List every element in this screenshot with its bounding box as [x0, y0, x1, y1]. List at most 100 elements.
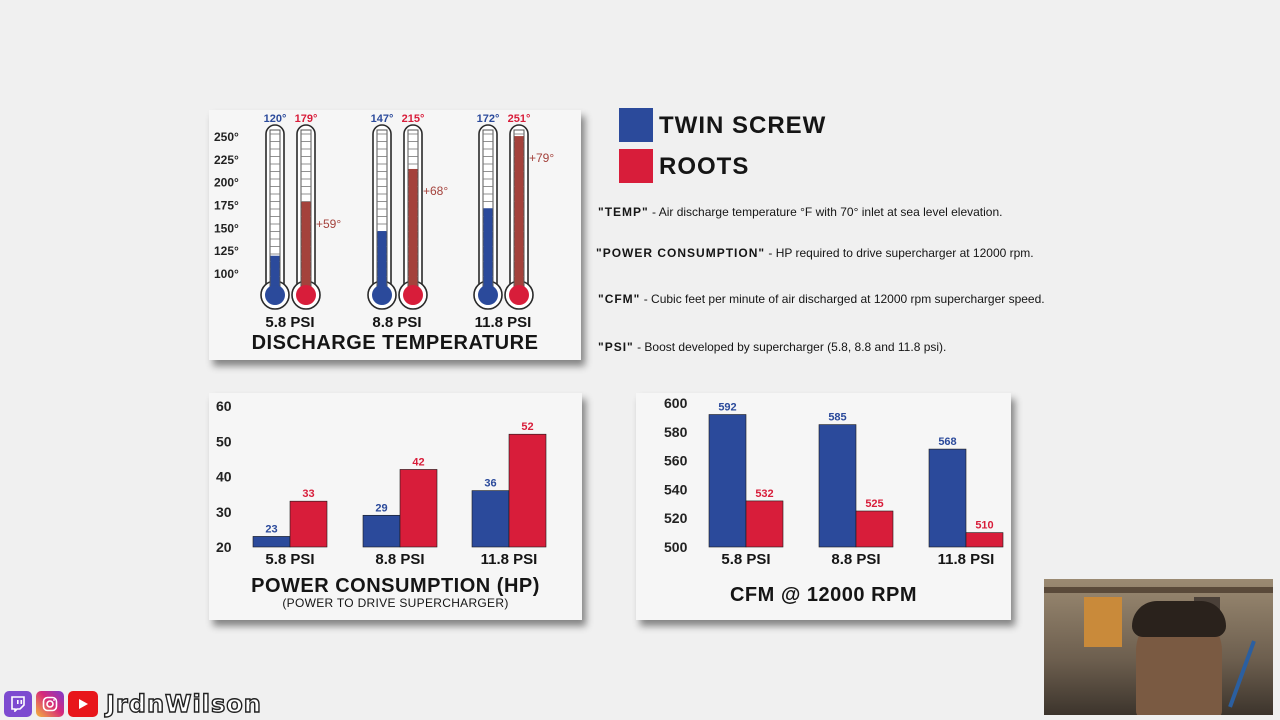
- roots-bar: [289, 500, 328, 548]
- temperature-bar: [270, 255, 280, 292]
- webcam-shelf: [1044, 587, 1273, 593]
- youtube-icon: [68, 691, 98, 717]
- thermometer-bulb: [265, 285, 285, 305]
- y-tick-label: 200°: [214, 176, 239, 190]
- thermometer-bulb: [509, 285, 529, 305]
- temperature-value-label: 251°: [508, 113, 531, 125]
- y-tick-label: 225°: [214, 153, 239, 167]
- twin-screw-bar: [818, 424, 857, 548]
- roots-bar: [399, 469, 438, 548]
- y-tick-label: 20: [216, 539, 232, 555]
- instagram-icon: [36, 691, 64, 717]
- bar-value-label: 532: [755, 488, 773, 500]
- definition-term: "CFM": [598, 292, 641, 306]
- discharge-temperature-panel: 250° 225° 200° 175° 150° 125° 100° 120° 179° +59°…: [209, 110, 581, 360]
- definition-text: - Air discharge temperature °F with 70° …: [648, 205, 1003, 219]
- y-tick-label: 175°: [214, 199, 239, 213]
- definition-temp: "TEMP" - Air discharge temperature °F wi…: [598, 205, 1003, 219]
- webcam-poster: [1084, 597, 1122, 647]
- cfm-title: CFM @ 12000 RPM: [729, 584, 918, 606]
- category-label: 11.8 PSI: [481, 551, 538, 568]
- y-tick-label: 500: [664, 539, 688, 555]
- temperature-bar: [301, 201, 311, 292]
- definition-power-consumption: "POWER CONSUMPTION" - HP required to dri…: [596, 246, 1034, 260]
- power-consumption-chart: 60 50 40 30 20 23 33 5.8 PSI 29 42 8.8 PSI 36 52 11.8…: [216, 398, 547, 568]
- bar-value-label: 585: [828, 412, 846, 424]
- power-consumption-subtitle: (POWER TO DRIVE SUPERCHARGER): [282, 596, 509, 610]
- y-tick-label: 580: [664, 424, 688, 440]
- y-tick-label: 560: [664, 453, 688, 469]
- temperature-bar: [377, 231, 387, 292]
- webcam-person-hair: [1132, 601, 1226, 637]
- definition-text: - HP required to drive supercharger at 1…: [765, 246, 1034, 260]
- definition-term: "POWER CONSUMPTION": [596, 246, 766, 260]
- bar-value-label: 29: [375, 502, 387, 514]
- y-tick-label: 540: [664, 481, 688, 497]
- category-label: 11.8 PSI: [475, 314, 532, 331]
- channel-name: JrdnWilson: [105, 689, 262, 718]
- y-tick-label: 50: [216, 433, 232, 449]
- temperature-bar: [514, 136, 524, 292]
- definition-term: "PSI": [598, 340, 634, 354]
- legend-panel: TWIN SCREW ROOTS "TEMP" - Air discharge …: [590, 100, 1090, 370]
- bar-value-label: 36: [484, 478, 496, 490]
- temperature-bar: [483, 208, 493, 292]
- temperature-difference-label: +59°: [316, 217, 341, 231]
- thermometer-bulb: [296, 285, 316, 305]
- twin-screw-bar: [471, 490, 510, 548]
- temperature-difference-label: +68°: [423, 184, 448, 198]
- temperature-bar: [408, 168, 418, 292]
- bar-value-label: 568: [938, 436, 956, 448]
- twin-screw-bar: [708, 414, 747, 548]
- y-tick-label: 150°: [214, 221, 239, 235]
- category-label: 5.8 PSI: [265, 551, 314, 568]
- thermometer-bulb: [403, 285, 423, 305]
- twin-screw-bar: [252, 536, 291, 548]
- temperature-difference-label: +79°: [529, 151, 554, 165]
- temperature-value-label: 120°: [264, 113, 287, 125]
- bar-value-label: 525: [865, 498, 883, 510]
- bar-value-label: 52: [521, 421, 533, 433]
- roots-label: ROOTS: [659, 153, 750, 180]
- twin-screw-swatch: [619, 108, 653, 142]
- stream-social-bar: JrdnWilson: [4, 689, 262, 719]
- category-label: 11.8 PSI: [938, 551, 995, 568]
- y-tick-label: 600: [664, 395, 688, 411]
- roots-swatch: [619, 149, 653, 183]
- category-label: 8.8 PSI: [375, 551, 424, 568]
- discharge-temperature-title: DISCHARGE TEMPERATURE: [251, 332, 539, 354]
- definition-text: - Boost developed by supercharger (5.8, …: [633, 340, 947, 354]
- category-label: 8.8 PSI: [372, 314, 421, 331]
- cfm-panel: 600 580 560 540 520 500 592 532 5.8 PSI 585 525 8.8…: [636, 393, 1011, 620]
- discharge-temperature-chart: 250° 225° 200° 175° 150° 125° 100° 120° 179° +59°…: [214, 113, 554, 331]
- bar-value-label: 23: [265, 523, 277, 535]
- thermometer-bulb: [478, 285, 498, 305]
- y-tick-label: 30: [216, 504, 232, 520]
- cfm-chart: 600 580 560 540 520 500 592 532 5.8 PSI 585 525 8.8…: [664, 395, 1004, 568]
- twitch-icon: [4, 691, 32, 717]
- y-tick-label: 40: [216, 469, 232, 485]
- category-label: 8.8 PSI: [831, 551, 880, 568]
- power-consumption-title: POWER CONSUMPTION (HP): [251, 575, 540, 597]
- y-tick-label: 60: [216, 398, 232, 414]
- category-label: 5.8 PSI: [265, 314, 314, 331]
- roots-bar: [965, 532, 1004, 548]
- y-tick-label: 520: [664, 510, 688, 526]
- y-tick-label: 125°: [214, 244, 239, 258]
- bar-value-label: 33: [302, 488, 314, 500]
- webcam-overlay: [1044, 579, 1273, 715]
- webcam-stand: [1228, 640, 1256, 708]
- y-tick-label: 100°: [214, 267, 239, 281]
- bar-value-label: 592: [718, 402, 736, 414]
- twin-screw-label: TWIN SCREW: [659, 112, 827, 139]
- twin-screw-bar: [362, 514, 401, 548]
- definition-term: "TEMP": [598, 205, 649, 219]
- definition-psi: "PSI" - Boost developed by supercharger …: [598, 340, 946, 354]
- power-consumption-panel: 60 50 40 30 20 23 33 5.8 PSI 29 42 8.8 PSI 36 52 11.8…: [209, 393, 582, 620]
- y-tick-label: 250°: [214, 130, 239, 144]
- definition-text: - Cubic feet per minute of air discharge…: [640, 292, 1045, 306]
- temperature-value-label: 172°: [477, 113, 500, 125]
- roots-bar: [508, 433, 547, 548]
- roots-bar: [855, 510, 894, 548]
- bar-value-label: 510: [975, 520, 993, 532]
